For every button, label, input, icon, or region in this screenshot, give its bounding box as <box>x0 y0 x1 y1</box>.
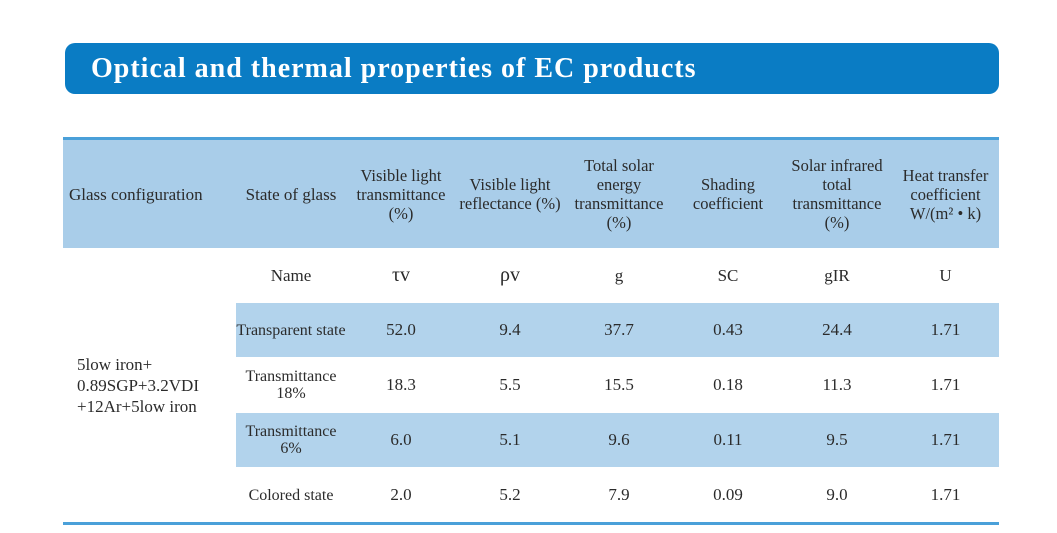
value-cell: 0.11 <box>674 412 782 468</box>
title-banner: Optical and thermal properties of EC pro… <box>65 43 999 94</box>
value-cell: 18.3 <box>346 357 456 413</box>
properties-table: Glass configuration State of glass Visib… <box>63 137 999 525</box>
header-glass-configuration: Glass configuration <box>63 138 236 248</box>
table-row: Colored state 2.0 5.2 7.9 0.09 9.0 1.71 <box>63 467 999 524</box>
value-cell: 1.71 <box>892 467 999 524</box>
value-cell: 15.5 <box>564 357 674 413</box>
value-cell: 0.09 <box>674 467 782 524</box>
table-row: Transparent state 52.0 9.4 37.7 0.43 24.… <box>63 303 999 358</box>
value-cell: 11.3 <box>782 357 892 413</box>
value-cell: 1.71 <box>892 303 999 358</box>
value-cell: 5.1 <box>456 412 564 468</box>
header-shading-coefficient: Shading coefficient <box>674 138 782 248</box>
value-cell: 7.9 <box>564 467 674 524</box>
header-state-of-glass: State of glass <box>236 138 346 248</box>
symbol-name: Name <box>236 248 346 303</box>
value-cell: 6.0 <box>346 412 456 468</box>
page-title: Optical and thermal properties of EC pro… <box>91 52 697 84</box>
value-cell: 9.4 <box>456 303 564 358</box>
symbol-sc: SC <box>674 248 782 303</box>
symbol-rho-v: ρv <box>456 248 564 303</box>
glass-configuration-cell: 5low iron+ 0.89SGP+3.2VDI +12Ar+5low iro… <box>63 248 236 524</box>
value-cell: 1.71 <box>892 357 999 413</box>
symbol-gir: gIR <box>782 248 892 303</box>
value-cell: 9.0 <box>782 467 892 524</box>
symbol-row: 5low iron+ 0.89SGP+3.2VDI +12Ar+5low iro… <box>63 248 999 524</box>
value-cell: 5.2 <box>456 467 564 524</box>
state-cell: Colored state <box>236 467 346 524</box>
value-cell: 9.6 <box>564 412 674 468</box>
state-cell: Transparent state <box>236 303 346 358</box>
header-heat-transfer-coefficient: Heat transfer coefficient W/(m² • k) <box>892 138 999 248</box>
state-cell: Transmittance 18% <box>236 357 346 413</box>
symbol-u: U <box>892 248 999 303</box>
value-cell: 52.0 <box>346 303 456 358</box>
header-total-solar-energy-transmittance: Total solar energy transmittance (%) <box>564 138 674 248</box>
value-cell: 9.5 <box>782 412 892 468</box>
value-cell: 37.7 <box>564 303 674 358</box>
header-visible-light-reflectance: Visible light reflectance (%) <box>456 138 564 248</box>
header-visible-light-transmittance: Visible light transmittance (%) <box>346 138 456 248</box>
header-solar-infrared-transmittance: Solar infrared total transmittance (%) <box>782 138 892 248</box>
value-cell: 1.71 <box>892 412 999 468</box>
value-cell: 5.5 <box>456 357 564 413</box>
symbol-tau-v: τv <box>346 248 456 303</box>
value-cell: 0.43 <box>674 303 782 358</box>
header-row: Glass configuration State of glass Visib… <box>63 138 999 248</box>
state-cell: Transmittance 6% <box>236 412 346 468</box>
value-cell: 2.0 <box>346 467 456 524</box>
table-row: Transmittance 18% 18.3 5.5 15.5 0.18 11.… <box>63 357 999 413</box>
value-cell: 0.18 <box>674 357 782 413</box>
table-row: Transmittance 6% 6.0 5.1 9.6 0.11 9.5 1.… <box>63 412 999 468</box>
value-cell: 24.4 <box>782 303 892 358</box>
symbol-g: g <box>564 248 674 303</box>
